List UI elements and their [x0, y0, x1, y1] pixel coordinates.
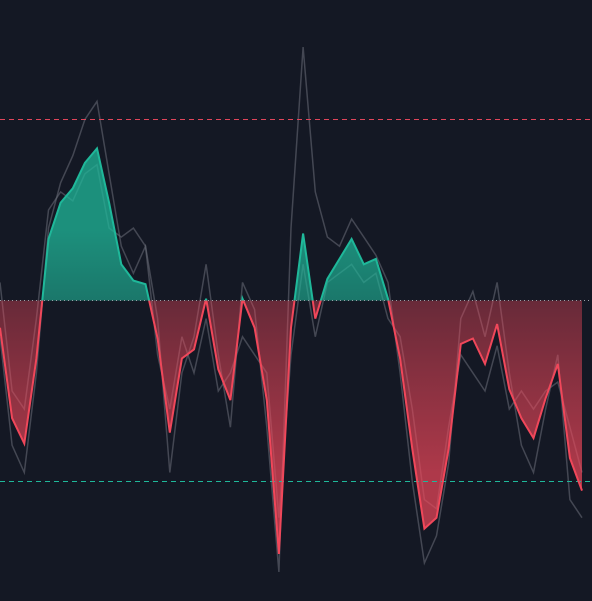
line-down [0, 300, 583, 554]
area-up [0, 148, 582, 301]
area-down [0, 300, 582, 554]
line-up [41, 146, 390, 301]
